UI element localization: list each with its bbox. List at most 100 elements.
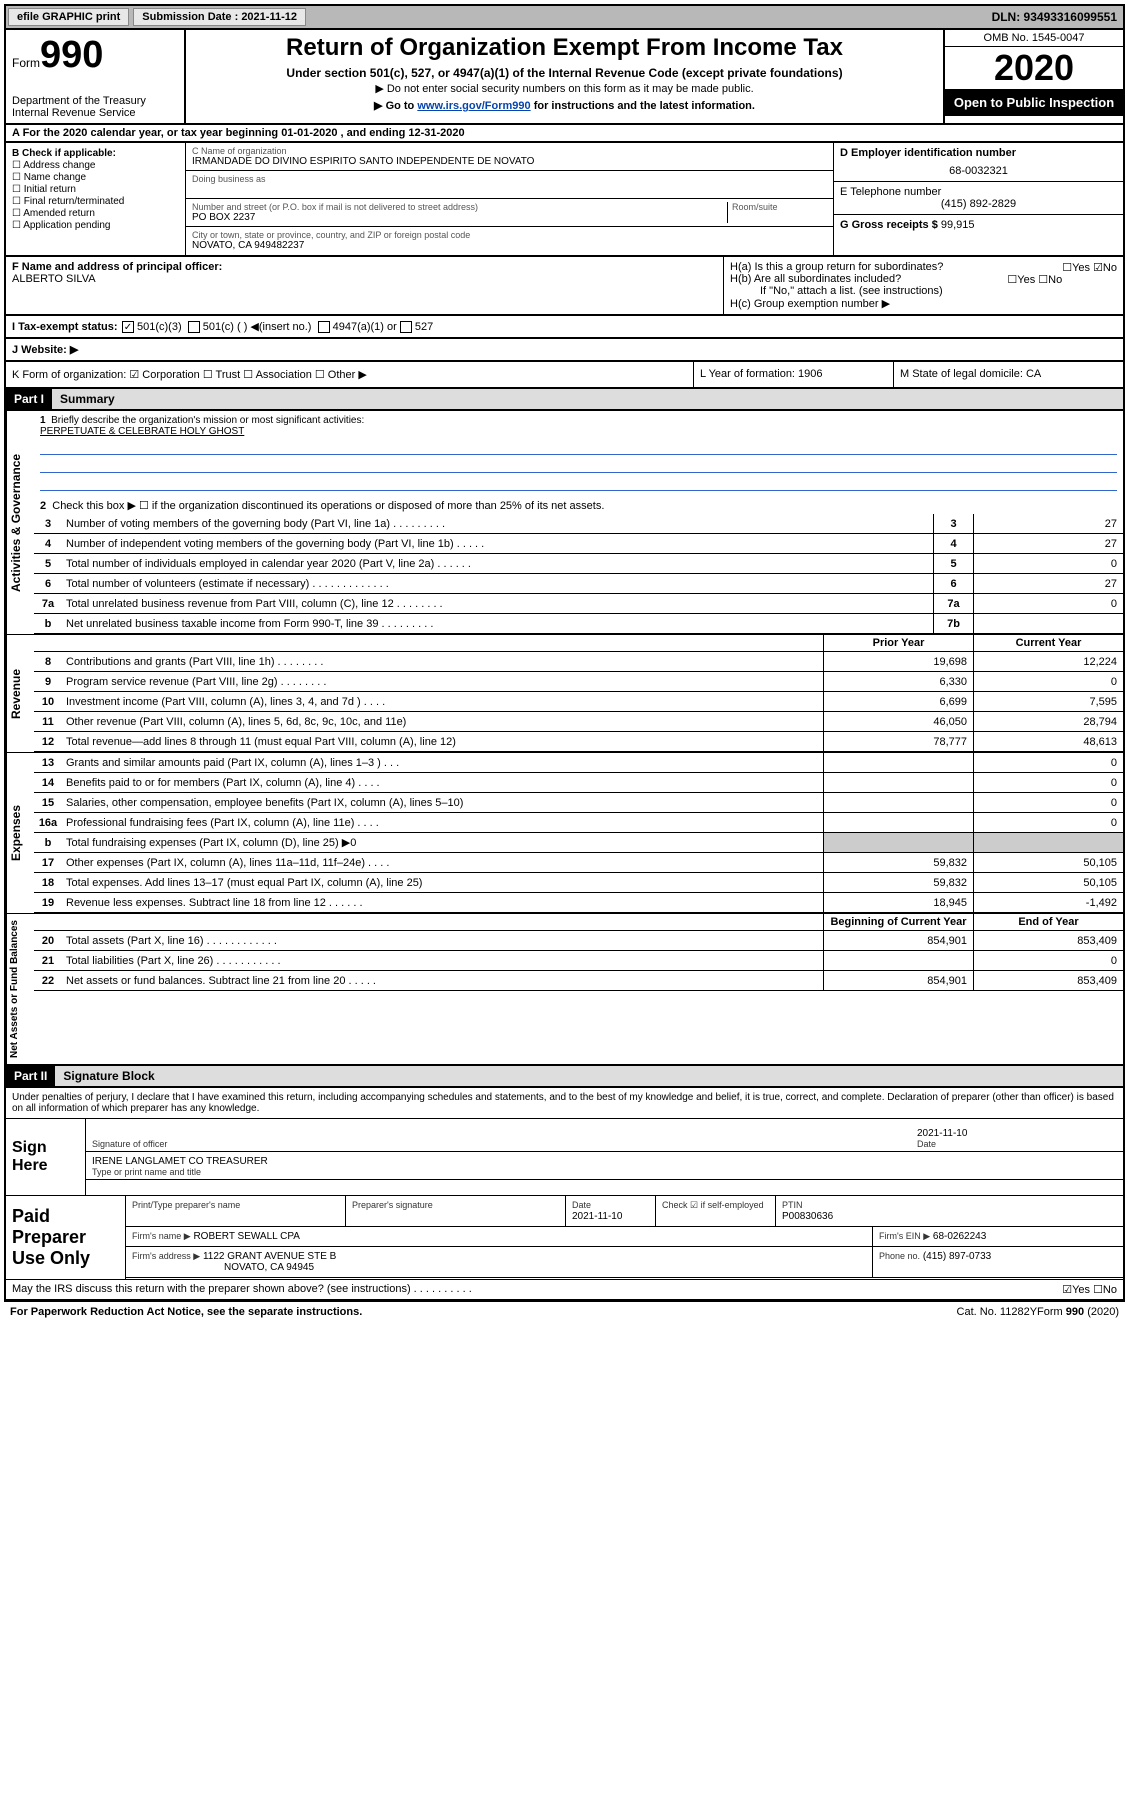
efile-button[interactable]: efile GRAPHIC print	[8, 8, 129, 26]
part1-header-row: Part I Summary	[4, 389, 1125, 411]
net-assets-section: Net Assets or Fund Balances Beginning of…	[4, 913, 1125, 1066]
ein-value: 68-0032321	[840, 165, 1117, 177]
check-amended[interactable]: ☐ Amended return	[12, 208, 179, 219]
col-c-org-info: C Name of organization IRMANDADE DO DIVI…	[186, 143, 833, 255]
addr-label: Number and street (or P.O. box if mail i…	[192, 202, 727, 212]
gross-label: G Gross receipts $	[840, 219, 938, 231]
city-value: NOVATO, CA 949482237	[192, 240, 827, 251]
opt-4947: 4947(a)(1) or	[333, 321, 397, 333]
ptin-value: P00830636	[782, 1211, 833, 1222]
submission-date-button[interactable]: Submission Date : 2021-11-12	[133, 8, 306, 26]
firm-ein-label: Firm's EIN ▶	[879, 1231, 930, 1241]
vtab-activities: Activities & Governance	[6, 411, 34, 634]
discuss-answer[interactable]: ☑Yes ☐No	[1062, 1283, 1117, 1296]
signature-block: Under penalties of perjury, I declare th…	[4, 1088, 1125, 1301]
col-d-e-g: D Employer identification number 68-0032…	[833, 143, 1123, 255]
ha-answer[interactable]: ☐Yes ☑No	[1062, 261, 1117, 274]
form-subtitle-3: ▶ Go to www.irs.gov/Form990 for instruct…	[192, 99, 937, 112]
website-row: J Website: ▶	[4, 339, 1125, 362]
check-applicable-label: B Check if applicable:	[12, 148, 179, 159]
line-20: 20 Total assets (Part X, line 16) . . . …	[34, 931, 1123, 951]
check-initial-return[interactable]: ☐ Initial return	[12, 184, 179, 195]
tax-year-row: A For the 2020 calendar year, or tax yea…	[4, 125, 1125, 143]
ha-text: H(a) Is this a group return for subordin…	[730, 261, 943, 273]
check-name-change[interactable]: ☐ Name change	[12, 172, 179, 183]
hb-text: H(b) Are all subordinates included?	[730, 273, 901, 285]
hb-note: If "No," attach a list. (see instruction…	[730, 285, 1117, 297]
gross-value: 99,915	[941, 219, 975, 231]
check-501c3[interactable]: ✓	[122, 321, 134, 333]
ptin-label: PTIN	[782, 1200, 803, 1210]
opt-501c3: 501(c)(3)	[137, 321, 182, 333]
vtab-expenses: Expenses	[6, 753, 34, 913]
line-b: b Net unrelated business taxable income …	[34, 614, 1123, 634]
prior-year-hdr: Prior Year	[823, 635, 973, 651]
opt-501c: 501(c) ( ) ◀(insert no.)	[203, 320, 312, 333]
vtab-revenue: Revenue	[6, 635, 34, 752]
discuss-text: May the IRS discuss this return with the…	[12, 1283, 1062, 1296]
tax-status-label: I Tax-exempt status:	[12, 321, 122, 333]
col-b-checkboxes: B Check if applicable: ☐ Address change …	[6, 143, 186, 255]
tel-value: (415) 892-2829	[840, 198, 1117, 210]
beginning-year-hdr: Beginning of Current Year	[823, 914, 973, 930]
line-3: 3 Number of voting members of the govern…	[34, 514, 1123, 534]
part2-title: Signature Block	[55, 1066, 1123, 1086]
officer-label: F Name and address of principal officer:	[12, 261, 717, 273]
firm-phone: (415) 897-0733	[923, 1251, 991, 1262]
firm-city: NOVATO, CA 94945	[224, 1262, 314, 1273]
firm-ein: 68-0262243	[933, 1231, 986, 1242]
form-org-type: K Form of organization: ☑ Corporation ☐ …	[6, 362, 693, 387]
top-toolbar: efile GRAPHIC print Submission Date : 20…	[4, 4, 1125, 30]
paid-preparer-label: Paid Preparer Use Only	[6, 1196, 126, 1279]
line-19: 19 Revenue less expenses. Subtract line …	[34, 893, 1123, 913]
firm-phone-label: Phone no.	[879, 1251, 920, 1261]
goto-pre: ▶ Go to	[374, 100, 417, 112]
vtab-netassets: Net Assets or Fund Balances	[6, 914, 34, 1064]
addr-value: PO BOX 2237	[192, 212, 727, 223]
hb-answer[interactable]: ☐Yes ☐No	[1007, 273, 1062, 286]
officer-name: ALBERTO SILVA	[12, 273, 717, 285]
check-527[interactable]	[400, 321, 412, 333]
row-k-l-m: K Form of organization: ☑ Corporation ☐ …	[4, 362, 1125, 389]
irs-link[interactable]: www.irs.gov/Form990	[417, 100, 530, 112]
current-year-hdr: Current Year	[973, 635, 1123, 651]
end-year-hdr: End of Year	[973, 914, 1123, 930]
line-4: 4 Number of independent voting members o…	[34, 534, 1123, 554]
sig-officer-label: Signature of officer	[92, 1139, 917, 1149]
line2-text: Check this box ▶ ☐ if the organization d…	[52, 500, 604, 512]
footer-left: For Paperwork Reduction Act Notice, see …	[10, 1306, 957, 1318]
check-501c[interactable]	[188, 321, 200, 333]
open-inspection: Open to Public Inspection	[945, 89, 1123, 116]
prep-name-label: Print/Type preparer's name	[132, 1200, 240, 1210]
sig-name: IRENE LANGLAMET CO TREASURER	[92, 1156, 1117, 1167]
mission-value: PERPETUATE & CELEBRATE HOLY GHOST	[40, 426, 1117, 437]
org-name-label: C Name of organization	[192, 146, 827, 156]
sign-here-label: Sign Here	[6, 1119, 86, 1195]
line-9: 9 Program service revenue (Part VIII, li…	[34, 672, 1123, 692]
part2-label: Part II	[6, 1066, 55, 1086]
check-address-change[interactable]: ☐ Address change	[12, 160, 179, 171]
line1-text: Briefly describe the organization's miss…	[51, 415, 364, 426]
part1-label: Part I	[6, 389, 52, 409]
sig-date: 2021-11-10	[917, 1128, 1117, 1139]
form-subtitle-1: Under section 501(c), 527, or 4947(a)(1)…	[192, 66, 937, 80]
prep-check[interactable]: Check ☑ if self-employed	[662, 1200, 764, 1210]
netassets-col-header: Beginning of Current Year End of Year	[34, 914, 1123, 931]
goto-post: for instructions and the latest informat…	[531, 100, 755, 112]
check-application-pending[interactable]: ☐ Application pending	[12, 220, 179, 231]
check-4947[interactable]	[318, 321, 330, 333]
tel-label: E Telephone number	[840, 186, 1117, 198]
form-label: Form	[12, 56, 40, 70]
expenses-section: Expenses 13 Grants and similar amounts p…	[4, 752, 1125, 913]
section-f-h: F Name and address of principal officer:…	[4, 257, 1125, 316]
prep-date-label: Date	[572, 1200, 591, 1210]
hc-text: H(c) Group exemption number ▶	[730, 297, 1117, 310]
check-final-return[interactable]: ☐ Final return/terminated	[12, 196, 179, 207]
page-footer: For Paperwork Reduction Act Notice, see …	[4, 1301, 1125, 1322]
footer-right: Form 990 (2020)	[1037, 1306, 1119, 1318]
sig-date-label: Date	[917, 1139, 1117, 1149]
line-10: 10 Investment income (Part VIII, column …	[34, 692, 1123, 712]
firm-name: ROBERT SEWALL CPA	[193, 1231, 300, 1242]
opt-527: 527	[415, 321, 433, 333]
room-label: Room/suite	[732, 202, 827, 212]
